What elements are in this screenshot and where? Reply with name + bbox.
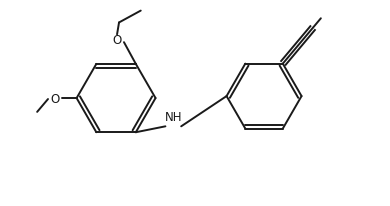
Text: O: O	[50, 92, 60, 105]
Text: NH: NH	[165, 110, 182, 123]
Text: O: O	[112, 34, 122, 47]
